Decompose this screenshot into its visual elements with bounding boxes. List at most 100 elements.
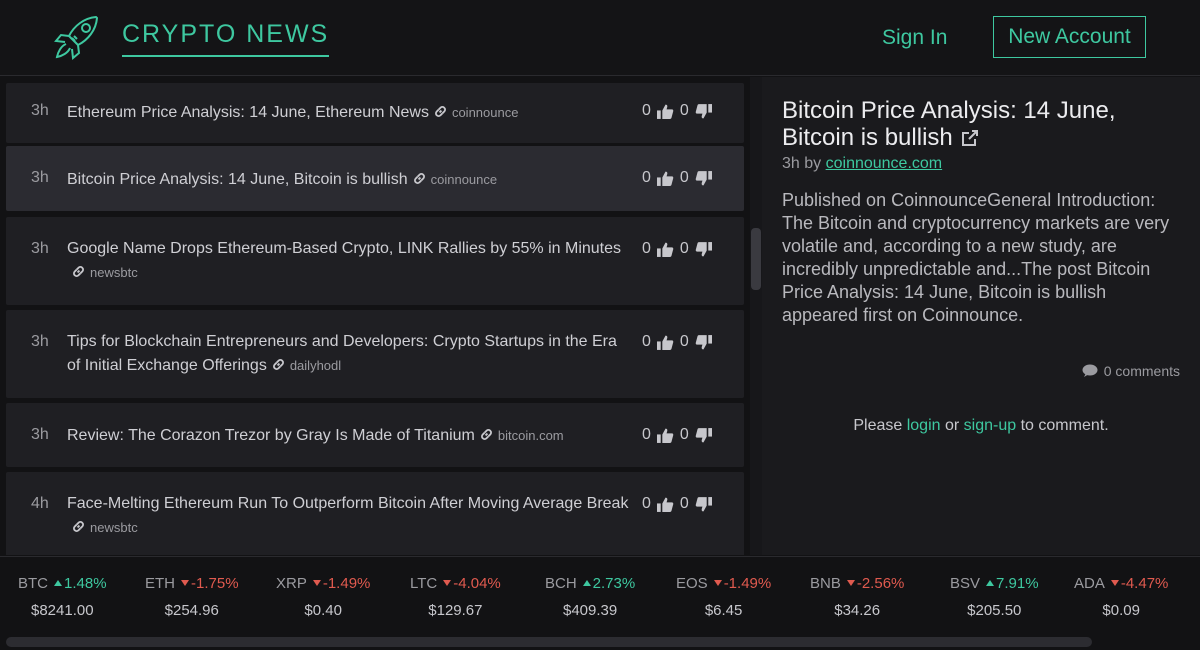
link-icon bbox=[480, 429, 492, 440]
downvote-count: 0 bbox=[679, 169, 689, 186]
upvote-count: 0 bbox=[642, 240, 651, 257]
login-prompt-prefix: Please bbox=[853, 417, 903, 434]
link-icon bbox=[73, 521, 84, 532]
news-title[interactable]: Tips for Blockchain Entrepreneurs and De… bbox=[67, 330, 633, 378]
news-title[interactable]: Review: The Corazon Trezor by Gray Is Ma… bbox=[67, 424, 633, 448]
ticker-item-ada[interactable]: ADA -4.47% $0.09 bbox=[1074, 575, 1168, 619]
external-link-icon[interactable] bbox=[961, 129, 979, 147]
ticker-item-bch[interactable]: BCH 2.73% $409.39 bbox=[545, 575, 635, 619]
link-icon bbox=[435, 106, 446, 117]
news-source[interactable]: bitcoin.com bbox=[497, 428, 564, 443]
news-item[interactable]: 3h Review: The Corazon Trezor by Gray Is… bbox=[6, 403, 744, 467]
ticker-item-ltc[interactable]: LTC -4.04% $129.67 bbox=[410, 575, 501, 619]
downvote-count: 0 bbox=[679, 102, 689, 119]
login-prompt: Please login or sign-up to comment. bbox=[762, 417, 1200, 435]
news-item[interactable]: 3h Google Name Drops Ethereum-Based Cryp… bbox=[6, 217, 744, 305]
ticker-price: $8241.00 bbox=[30, 602, 94, 619]
news-item[interactable]: 3h Tips for Blockchain Entrepreneurs and… bbox=[6, 310, 744, 398]
new-account-button[interactable]: New Account bbox=[993, 16, 1146, 58]
arrow-down-icon bbox=[1110, 580, 1119, 586]
news-source[interactable]: dailyhodl bbox=[289, 358, 342, 373]
rocket-icon[interactable] bbox=[52, 14, 102, 62]
thumbs-down-icon[interactable] bbox=[695, 334, 712, 351]
ticker-price: $34.26 bbox=[834, 602, 881, 619]
ticker-change: 1.48% bbox=[64, 575, 107, 592]
thumbs-up-icon[interactable] bbox=[656, 427, 674, 444]
article-source-link[interactable]: coinnounce.com bbox=[825, 155, 943, 172]
thumbs-down-icon[interactable] bbox=[695, 170, 712, 187]
login-prompt-suffix: to comment. bbox=[1020, 417, 1109, 434]
ticker-symbol: BTC bbox=[18, 575, 48, 592]
ticker-item-eth[interactable]: ETH -1.75% $254.96 bbox=[145, 575, 239, 619]
upvote-count: 0 bbox=[642, 333, 651, 350]
login-link[interactable]: login bbox=[906, 417, 941, 434]
ticker-price: $129.67 bbox=[428, 602, 483, 619]
ticker-symbol: LTC bbox=[410, 575, 438, 592]
sign-in-link[interactable]: Sign In bbox=[882, 26, 948, 49]
sign-up-link[interactable]: sign-up bbox=[963, 417, 1017, 434]
news-source[interactable]: coinnounce bbox=[430, 172, 498, 187]
arrow-up-icon bbox=[582, 580, 591, 586]
news-title[interactable]: Ethereum Price Analysis: 14 June, Ethere… bbox=[67, 101, 633, 125]
article-title: Bitcoin Price Analysis: 14 June, Bitcoin… bbox=[782, 97, 1182, 151]
thumbs-up-icon[interactable] bbox=[656, 496, 674, 513]
article-title-text: Bitcoin Price Analysis: 14 June, Bitcoin… bbox=[782, 97, 1116, 151]
ticker-price: $254.96 bbox=[164, 602, 219, 619]
thumbs-down-icon[interactable] bbox=[695, 103, 712, 120]
ticker-item-btc[interactable]: BTC 1.48% $8241.00 bbox=[18, 575, 107, 619]
news-title[interactable]: Face-Melting Ethereum Run To Outperform … bbox=[67, 492, 633, 540]
news-title[interactable]: Google Name Drops Ethereum-Based Crypto,… bbox=[67, 237, 633, 285]
vote-controls: 0 0 bbox=[642, 240, 718, 258]
thumbs-up-icon[interactable] bbox=[656, 334, 674, 351]
ticker-change: 7.91% bbox=[996, 575, 1039, 592]
ticker-price: $0.09 bbox=[1102, 602, 1140, 619]
news-item-selected[interactable]: 3h Bitcoin Price Analysis: 14 June, Bitc… bbox=[6, 146, 744, 211]
news-title-text: Ethereum Price Analysis: 14 June, Ethere… bbox=[67, 104, 429, 121]
news-list-scrollbar[interactable] bbox=[750, 77, 762, 555]
news-age: 3h bbox=[31, 169, 49, 186]
ticker-item-eos[interactable]: EOS -1.49% $6.45 bbox=[676, 575, 771, 619]
thumbs-down-icon[interactable] bbox=[695, 241, 712, 258]
link-icon bbox=[73, 266, 84, 277]
ticker-symbol: BSV bbox=[950, 575, 981, 592]
thumbs-up-icon[interactable] bbox=[656, 170, 674, 187]
news-source[interactable]: newsbtc bbox=[90, 265, 138, 280]
news-title-text: Google Name Drops Ethereum-Based Crypto,… bbox=[67, 240, 622, 257]
link-icon bbox=[413, 173, 425, 184]
ticker-symbol: BNB bbox=[810, 575, 841, 592]
arrow-down-icon bbox=[181, 580, 189, 586]
news-title-text: Review: The Corazon Trezor by Gray Is Ma… bbox=[67, 427, 475, 444]
ticker-change: -1.75% bbox=[191, 575, 239, 592]
downvote-count: 0 bbox=[679, 495, 689, 512]
ticker-change: -2.56% bbox=[856, 575, 905, 592]
comments-count[interactable]: 0 comments bbox=[1082, 363, 1180, 379]
ticker-symbol: ETH bbox=[145, 575, 175, 592]
login-prompt-or: or bbox=[944, 417, 960, 434]
article-meta: 3h by coinnounce.com bbox=[782, 155, 942, 173]
vote-controls: 0 0 bbox=[642, 102, 718, 120]
thumbs-up-icon[interactable] bbox=[656, 103, 674, 120]
arrow-down-icon bbox=[443, 580, 452, 586]
ticker-change: -4.04% bbox=[453, 575, 501, 592]
news-source[interactable]: newsbtc bbox=[90, 520, 138, 535]
news-item[interactable]: 3h Ethereum Price Analysis: 14 June, Eth… bbox=[6, 83, 744, 143]
ticker-scrollbar[interactable] bbox=[6, 637, 1092, 647]
ticker-item-xrp[interactable]: XRP -1.49% $0.40 bbox=[276, 575, 370, 619]
ticker-price: $205.50 bbox=[967, 602, 1022, 619]
brand-title[interactable]: CRYPTO NEWS bbox=[122, 20, 330, 57]
news-list-scroll-thumb[interactable] bbox=[751, 228, 761, 290]
ticker-item-bsv[interactable]: BSV 7.91% $205.50 bbox=[950, 575, 1039, 619]
arrow-down-icon bbox=[312, 580, 321, 586]
vote-controls: 0 0 bbox=[642, 495, 718, 513]
vote-controls: 0 0 bbox=[642, 169, 718, 187]
thumbs-up-icon[interactable] bbox=[656, 241, 674, 258]
ticker-item-bnb[interactable]: BNB -2.56% $34.26 bbox=[810, 575, 904, 619]
news-title[interactable]: Bitcoin Price Analysis: 14 June, Bitcoin… bbox=[67, 168, 633, 192]
upvote-count: 0 bbox=[642, 169, 651, 186]
thumbs-down-icon[interactable] bbox=[695, 496, 712, 513]
news-source[interactable]: coinnounce bbox=[451, 105, 519, 120]
news-item[interactable]: 4h Face-Melting Ethereum Run To Outperfo… bbox=[6, 472, 744, 555]
vote-controls: 0 0 bbox=[642, 426, 718, 444]
ticker-change: 2.73% bbox=[592, 575, 636, 592]
thumbs-down-icon[interactable] bbox=[695, 427, 712, 444]
